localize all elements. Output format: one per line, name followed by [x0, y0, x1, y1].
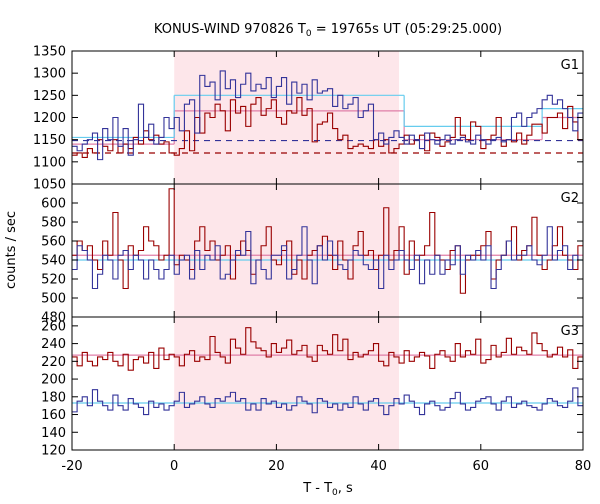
y-tick-label-g1-4: 1250: [33, 89, 66, 104]
series-red-g1: [72, 97, 583, 158]
y-tick-label-g2-5: 580: [41, 216, 66, 231]
chart-title-rest: = 19765s UT (05:29:25.000): [312, 22, 502, 37]
y-tick-label-g1-0: 1050: [33, 178, 66, 193]
series-red-g2: [72, 188, 583, 294]
x-tick-label-4: 60: [473, 459, 490, 474]
x-axis-title-subscript: 0: [332, 488, 338, 498]
y-tick-label-g3-5: 220: [41, 355, 66, 370]
x-axis-title-rest: , s: [338, 481, 353, 496]
y-tick-label-g2-4: 560: [41, 235, 66, 250]
y-tick-label-g1-5: 1300: [33, 67, 66, 82]
y-tick-label-g2-6: 600: [41, 197, 66, 212]
series-red-g3: [72, 327, 583, 371]
y-tick-label-g1-1: 1100: [33, 155, 66, 170]
y-tick-label-g1-2: 1150: [33, 133, 66, 148]
x-tick-label-5: 80: [575, 459, 592, 474]
series-blue-g3: [72, 387, 583, 416]
series-blue-g1: [72, 70, 583, 161]
x-tick-label-2: 20: [268, 459, 285, 474]
panel-label-g3: G3: [561, 324, 579, 339]
chart-title-main: KONUS-WIND 970826 T: [154, 22, 306, 37]
y-tick-label-g1-3: 1200: [33, 111, 66, 126]
y-tick-label-g3-7: 260: [41, 319, 66, 334]
x-tick-label-0: -20: [61, 459, 82, 474]
x-tick-label-3: 40: [370, 459, 387, 474]
y-tick-label-g1-6: 1350: [33, 45, 66, 60]
chart-title-subscript: 0: [306, 29, 312, 39]
panel-frame-g3: [71, 316, 584, 451]
series-blue-g2: [72, 226, 583, 290]
y-tick-label-g3-6: 240: [41, 337, 66, 352]
y-axis-title: counts / sec: [4, 211, 19, 289]
chart-title: KONUS-WIND 970826 T0 = 19765s UT (05:29:…: [154, 22, 502, 39]
y-tick-label-g3-4: 200: [41, 373, 66, 388]
y-tick-label-g2-3: 540: [41, 254, 66, 269]
y-tick-label-g2-2: 520: [41, 273, 66, 288]
y-tick-label-g3-2: 160: [41, 408, 66, 423]
y-tick-label-g2-1: 500: [41, 292, 66, 307]
y-tick-label-g3-1: 140: [41, 426, 66, 441]
y-tick-label-g3-3: 180: [41, 390, 66, 405]
panel-label-g2: G2: [561, 191, 579, 206]
x-tick-label-1: 0: [170, 459, 178, 474]
x-axis-title-main: T - T: [302, 481, 332, 496]
y-tick-label-g2-0: 480: [41, 311, 66, 326]
y-tick-label-g3-0: 120: [41, 444, 66, 459]
panel-label-g1: G1: [561, 58, 579, 73]
x-axis-title: T - T0, s: [302, 481, 353, 498]
